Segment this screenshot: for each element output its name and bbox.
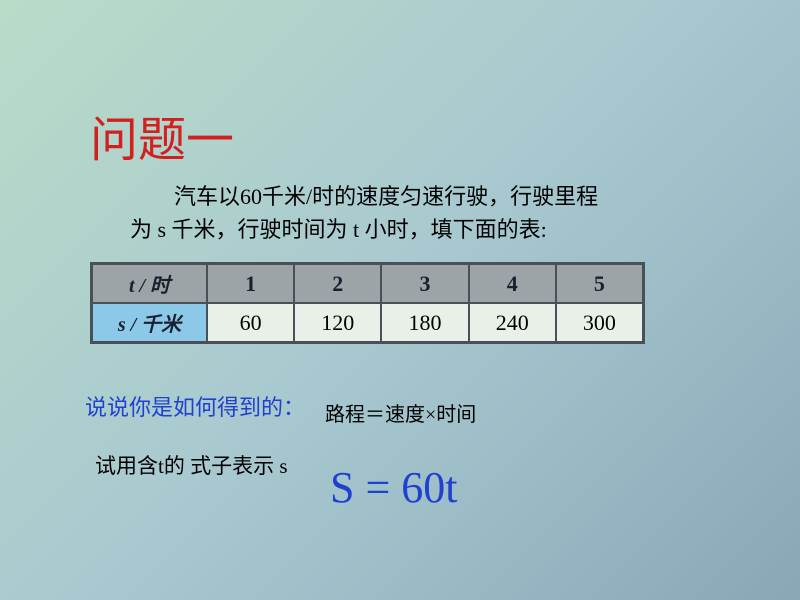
- data-table: t / 时 1 2 3 4 5 s / 千米 60 120 180 240 30…: [90, 262, 645, 344]
- data-cell: 300: [557, 304, 642, 341]
- data-label: s / 千米: [93, 304, 208, 341]
- header-cell: 2: [295, 265, 382, 302]
- problem-line2: 为 s 千米，行驶时间为 t 小时，填下面的表:: [130, 217, 547, 242]
- header-cell: 3: [382, 265, 469, 302]
- header-cell: 1: [208, 265, 295, 302]
- try-prompt: 试用含t的 式子表示 s: [95, 450, 288, 480]
- how-prompt: 说说你是如何得到的：: [85, 390, 305, 422]
- problem-statement: 汽车以60千米/时的速度匀速行驶，行驶里程 为 s 千米，行驶时间为 t 小时，…: [130, 180, 690, 246]
- data-cell: 240: [470, 304, 557, 341]
- data-cell: 120: [295, 304, 382, 341]
- equation-result: S = 60t: [330, 462, 458, 513]
- header-cell: 4: [470, 265, 557, 302]
- table-header-row: t / 时 1 2 3 4 5: [93, 265, 642, 304]
- data-cell: 60: [208, 304, 295, 341]
- header-label: t / 时: [93, 265, 208, 302]
- header-cell: 5: [557, 265, 642, 302]
- data-cell: 180: [382, 304, 469, 341]
- question-title: 问题一: [90, 100, 234, 170]
- table-data-row: s / 千米 60 120 180 240 300: [93, 304, 642, 341]
- formula-words: 路程＝速度×时间: [325, 398, 476, 427]
- problem-line1: 汽车以60千米/时的速度匀速行驶，行驶里程: [174, 184, 598, 209]
